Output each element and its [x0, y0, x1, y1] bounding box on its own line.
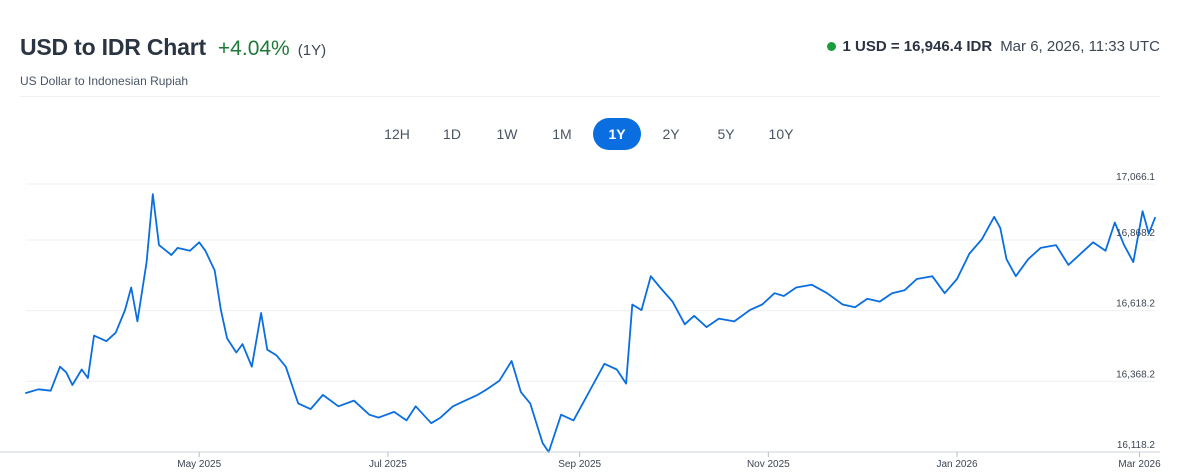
live-indicator-icon: [826, 42, 836, 51]
rate-value: 1 USD = 16,946.4 IDR: [842, 38, 993, 55]
x-tick-label: Jul 2025: [369, 459, 407, 470]
x-axis: May 2025 Jul 2025 Sep 2025 Nov 2025 Jan 2026…: [0, 451, 1161, 470]
y-tick-label: 16,868.2: [1116, 228, 1155, 239]
x-tick-label: May 2025: [177, 459, 221, 470]
x-tick-label: Sep 2025: [558, 459, 601, 470]
chart-canvas[interactable]: 16,118.2 16,368.2 16,618.2 16,868.2 17,066.1…: [0, 170, 1178, 475]
range-selector: 12H 1D 1W 1M 1Y 2Y 5Y 10Y: [370, 118, 809, 150]
series-line[interactable]: [25, 193, 1156, 453]
series-layer: [25, 193, 1156, 453]
line-chart[interactable]: 16,118.2 16,368.2 16,618.2 16,868.2 17,066.1…: [0, 170, 1178, 475]
range-button-10y[interactable]: 10Y: [754, 118, 808, 150]
range-button-1d[interactable]: 1D: [425, 118, 479, 150]
chart-header: USD to IDR Chart +4.04% (1Y) US Dollar t…: [20, 34, 1160, 94]
x-tick-label: Mar 2026: [1118, 459, 1161, 470]
header-divider: [20, 96, 1160, 97]
range-button-1y[interactable]: 1Y: [593, 118, 641, 150]
rate-timestamp: Mar 6, 2026, 11:33 UTC: [1000, 38, 1160, 55]
range-button-5y[interactable]: 5Y: [699, 118, 753, 150]
range-button-1w[interactable]: 1W: [480, 118, 534, 150]
page-title: USD to IDR Chart: [20, 34, 206, 60]
change-period: (1Y): [297, 42, 327, 59]
range-button-1m[interactable]: 1M: [535, 118, 589, 150]
pair-subtitle: US Dollar to Indonesian Rupiah: [20, 74, 189, 88]
y-tick-label: 17,066.1: [1116, 172, 1155, 183]
change-percent: +4.04%: [217, 37, 290, 60]
y-tick-label: 16,118.2: [1117, 440, 1156, 451]
grid-layer: [26, 183, 1155, 453]
y-tick-label: 16,368.2: [1116, 369, 1155, 380]
range-button-12h[interactable]: 12H: [370, 118, 424, 150]
range-button-2y[interactable]: 2Y: [644, 118, 698, 150]
y-axis-labels: 16,118.2 16,368.2 16,618.2 16,868.2 17,066.1: [1116, 172, 1155, 451]
x-tick-label: Jan 2026: [936, 459, 978, 470]
title-row: USD to IDR Chart +4.04% (1Y): [20, 34, 326, 61]
x-tick-label: Nov 2025: [747, 459, 790, 470]
y-tick-label: 16,618.2: [1116, 299, 1155, 310]
live-rate: 1 USD = 16,946.4 IDR Mar 6, 2026, 11:33 …: [826, 38, 1160, 55]
